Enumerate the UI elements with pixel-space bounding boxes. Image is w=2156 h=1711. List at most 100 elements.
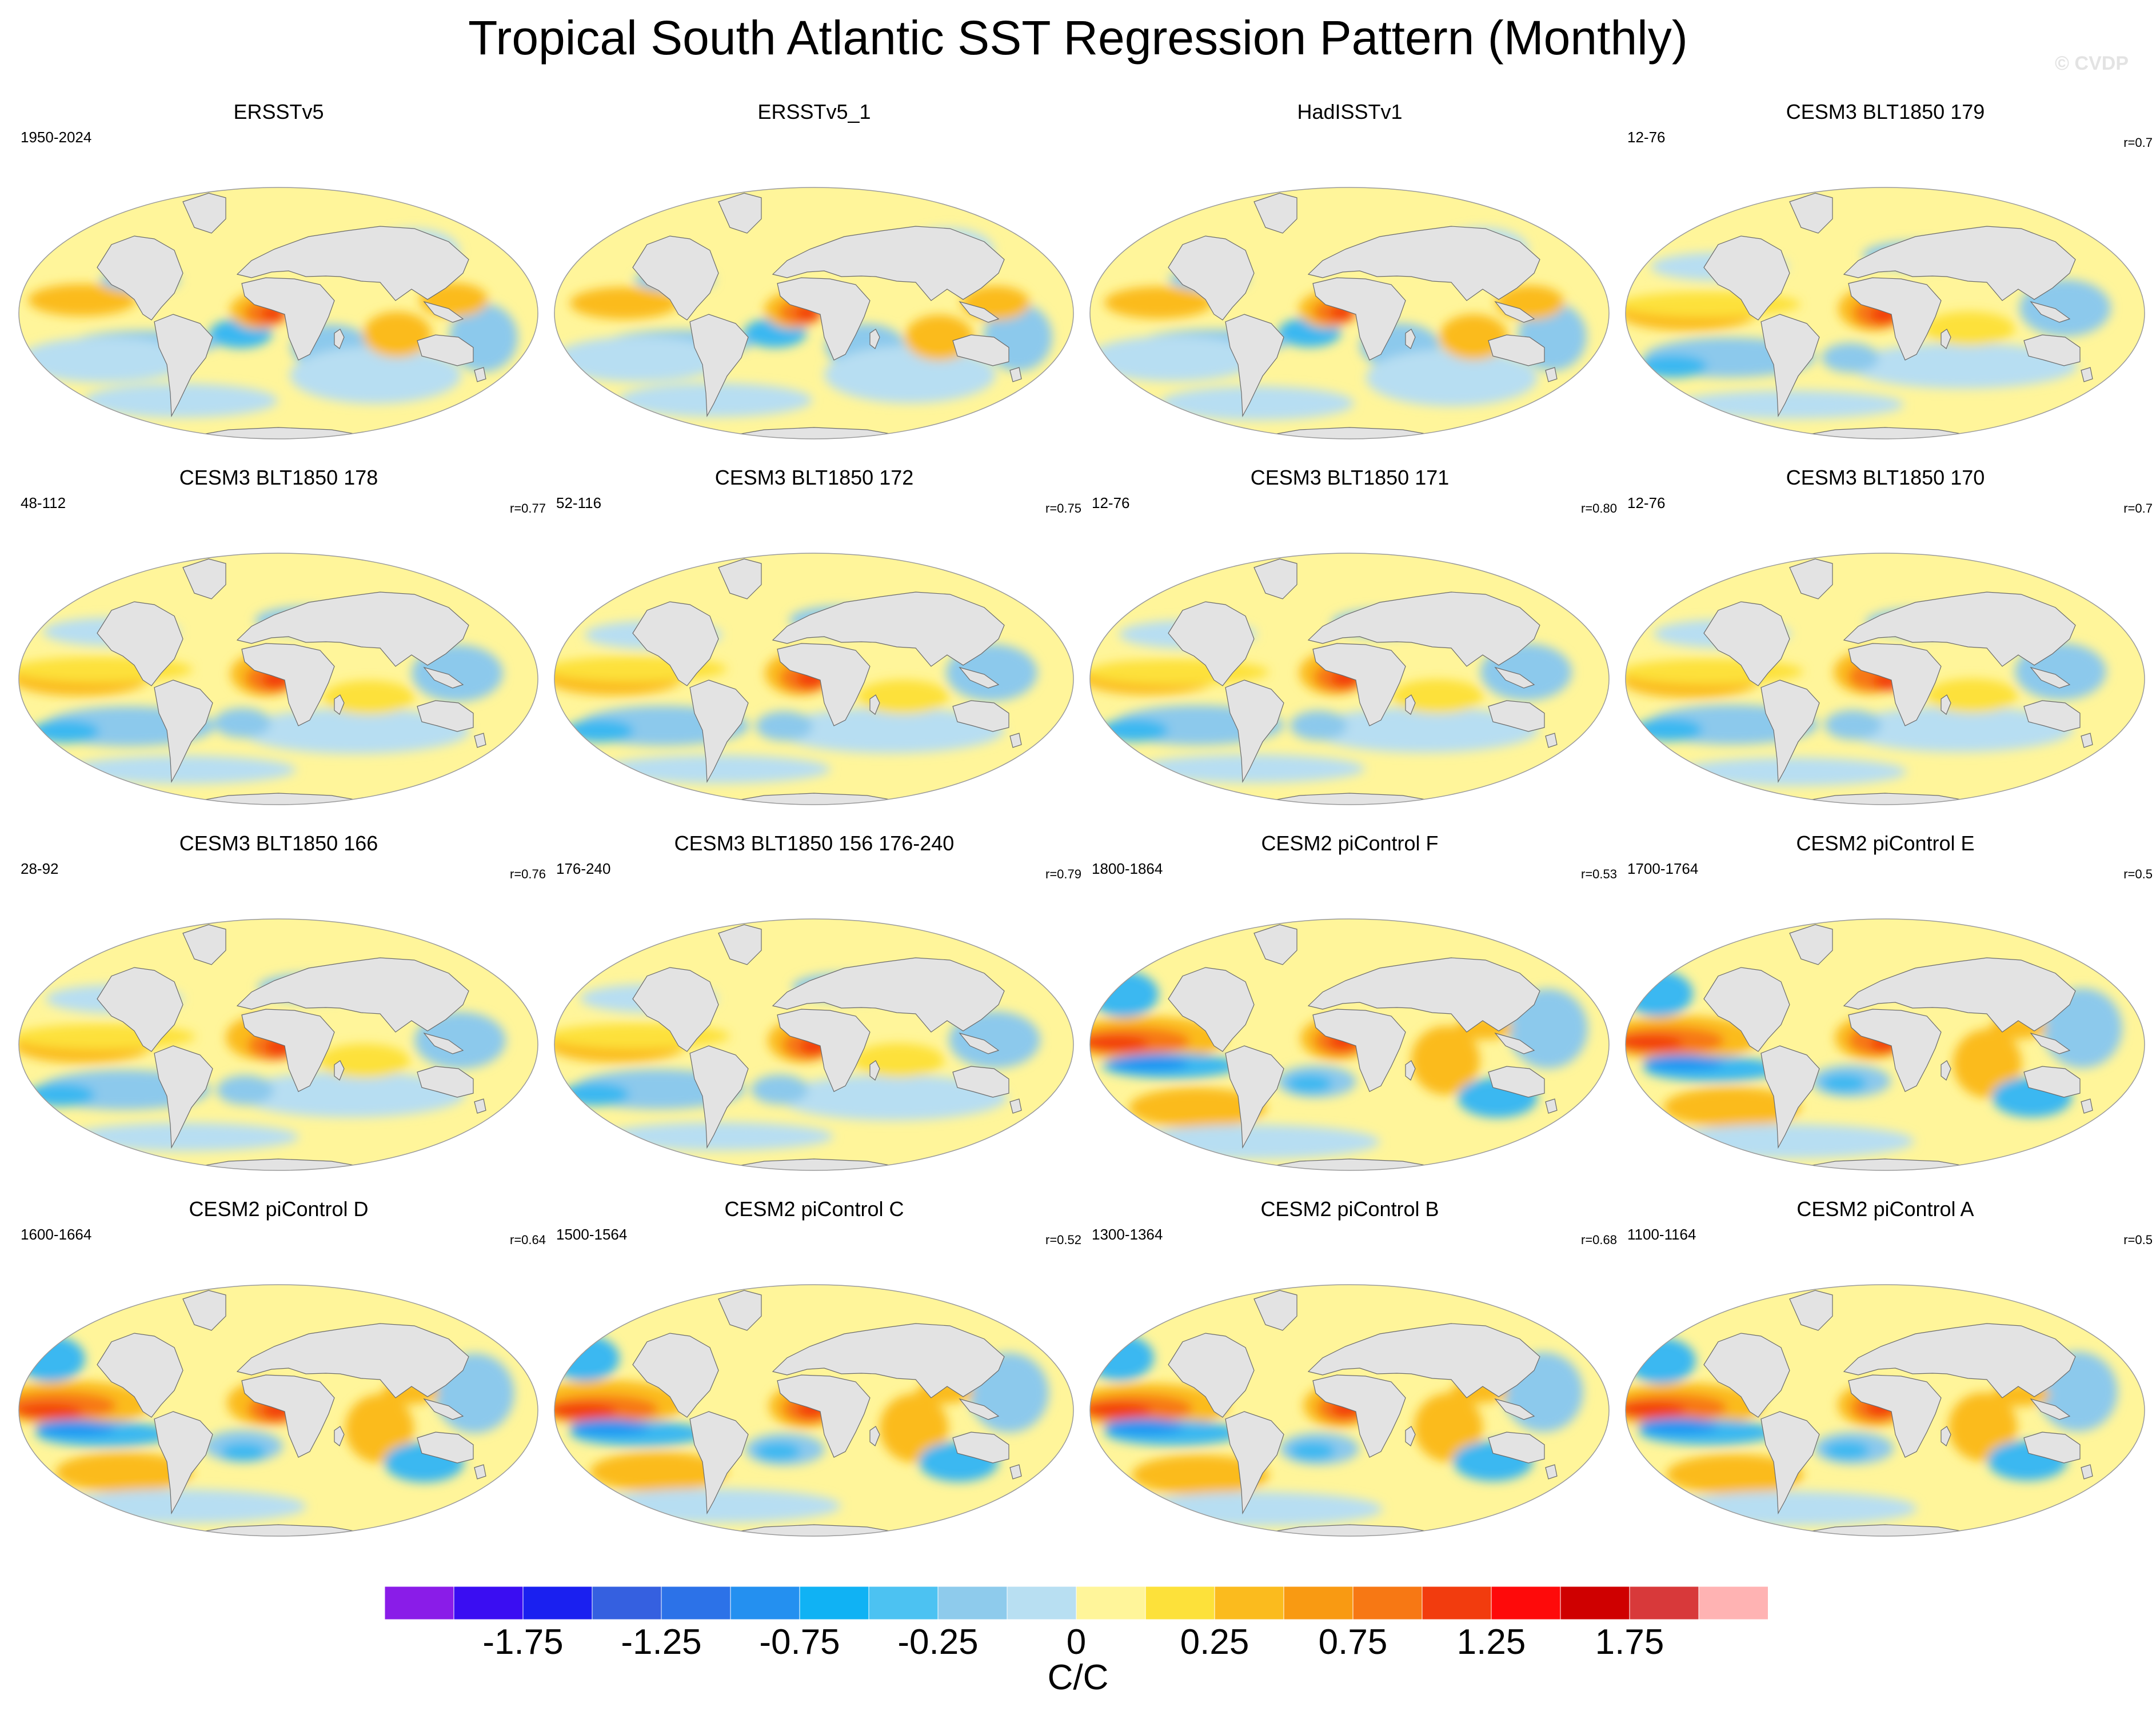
- panel-period: 1100-1164: [1627, 1226, 1696, 1243]
- map-panel: CESM3 BLT1850 179 12-76 r=0.7: [1618, 100, 2153, 454]
- continents: [632, 193, 1022, 439]
- map-outline: [1625, 918, 2145, 1171]
- sst-anomaly-field: [1090, 1334, 1583, 1526]
- continents: [97, 1290, 486, 1536]
- colorbar-swatch: [1007, 1586, 1077, 1620]
- sst-map: [18, 553, 538, 805]
- sst-map: [1625, 187, 2145, 439]
- map-outline: [1625, 553, 2145, 805]
- map-panel: CESM3 BLT1850 171 12-76 r=0.80: [1083, 466, 1617, 820]
- panel-period: 48-112: [21, 494, 66, 511]
- panel-period: 28-92: [21, 860, 59, 877]
- sst-map: [554, 1284, 1074, 1537]
- panel-title: CESM3 BLT1850 178: [179, 466, 378, 489]
- continents: [632, 924, 1022, 1170]
- map-panel: CESM2 piControl A 1100-1164 r=0.5: [1618, 1197, 2153, 1552]
- sst-map: [1625, 1284, 2145, 1537]
- panel-period: 1600-1664: [21, 1226, 92, 1243]
- map-outline: [554, 918, 1074, 1171]
- continents: [1703, 558, 2093, 805]
- map-panel: CESM2 piControl C 1500-1564 r=0.52: [547, 1197, 1081, 1552]
- colorbar-swatch: [1283, 1586, 1354, 1620]
- sst-map: [18, 187, 538, 439]
- colorbar-tick-label: -1.25: [621, 1622, 702, 1662]
- continents: [632, 1290, 1022, 1536]
- map-panel: CESM2 piControl F 1800-1864 r=0.53: [1083, 831, 1617, 1186]
- continents: [97, 558, 486, 805]
- colorbar-swatch: [1076, 1586, 1146, 1620]
- colorbar-swatch: [730, 1586, 800, 1620]
- colorbar-tick-label: -0.25: [897, 1622, 979, 1662]
- panel-title: CESM3 BLT1850 166: [179, 831, 378, 855]
- colorbar-units: C/C: [1047, 1658, 1109, 1697]
- colorbar-swatch: [661, 1586, 731, 1620]
- map-panel: CESM2 piControl E 1700-1764 r=0.5: [1618, 831, 2153, 1186]
- map-outline: [1089, 1284, 1610, 1537]
- panel-period: 176-240: [556, 860, 611, 877]
- map-panel: ERSSTv5 1950-2024: [11, 100, 546, 454]
- panel-period: 1800-1864: [1092, 860, 1163, 877]
- colorbar-swatch: [453, 1586, 524, 1620]
- panel-title: CESM2 piControl F: [1261, 831, 1439, 855]
- continents: [1168, 924, 1558, 1170]
- map-panel: CESM3 BLT1850 170 12-76 r=0.7: [1618, 466, 2153, 820]
- colorbar-swatch: [1214, 1586, 1284, 1620]
- sst-map: [554, 553, 1074, 805]
- panel-title: ERSSTv5: [233, 100, 324, 123]
- panel-title: CESM2 piControl E: [1796, 831, 1975, 855]
- sst-map: [1089, 553, 1610, 805]
- panel-correlation: r=0.64: [510, 1233, 546, 1247]
- panel-title: CESM2 piControl C: [724, 1197, 904, 1221]
- panel-correlation: r=0.52: [1045, 1233, 1081, 1247]
- panel-correlation: r=0.77: [510, 501, 546, 515]
- panel-period: 12-76: [1092, 494, 1130, 511]
- panel-title: CESM2 piControl A: [1796, 1197, 1974, 1221]
- continents: [1168, 193, 1558, 439]
- continents: [1168, 558, 1558, 805]
- panel-correlation: r=0.7: [2123, 135, 2153, 150]
- sst-map: [1625, 918, 2145, 1171]
- colorbar-tick-label: 0.75: [1318, 1622, 1388, 1662]
- colorbar-tick-label: 0: [1066, 1622, 1087, 1662]
- panel-period: 1700-1764: [1627, 860, 1699, 877]
- colorbar-swatch: [385, 1586, 454, 1620]
- figure-title: Tropical South Atlantic SST Regression P…: [468, 11, 1688, 65]
- continents: [1703, 193, 2093, 439]
- map-panel: CESM2 piControl B 1300-1364 r=0.68: [1083, 1197, 1617, 1552]
- sst-anomaly-field: [19, 1336, 514, 1524]
- map-panel: CESM2 piControl D 1600-1664 r=0.64: [11, 1197, 546, 1552]
- panel-correlation: r=0.80: [1581, 501, 1617, 515]
- panel-period: 12-76: [1627, 494, 1666, 511]
- sst-map: [18, 918, 538, 1171]
- sst-map: [18, 1284, 538, 1537]
- colorbar-swatch: [1698, 1586, 1768, 1620]
- sst-map: [554, 918, 1074, 1171]
- sst-map: [1089, 187, 1610, 439]
- map-outline: [18, 1284, 538, 1537]
- colorbar: [385, 1586, 1768, 1620]
- colorbar-tick-label: 1.75: [1595, 1622, 1664, 1662]
- colorbar-swatch: [592, 1586, 662, 1620]
- colorbar-swatch: [522, 1586, 593, 1620]
- colorbar-swatch: [1145, 1586, 1215, 1620]
- colorbar-swatch: [799, 1586, 869, 1620]
- map-panel: ERSSTv5_1: [547, 100, 1081, 454]
- colorbar-tick-label: -0.75: [759, 1622, 840, 1662]
- panel-correlation: r=0.7: [2123, 501, 2153, 515]
- colorbar-swatch: [1422, 1586, 1492, 1620]
- panel-title: CESM3 BLT1850 171: [1250, 466, 1450, 489]
- panel-title: CESM2 piControl B: [1260, 1197, 1439, 1221]
- panel-title: CESM3 BLT1850 170: [1786, 466, 1985, 489]
- colorbar-swatch: [868, 1586, 939, 1620]
- map-panel: CESM3 BLT1850 156 176-240 176-240 r=0.79: [547, 831, 1081, 1186]
- colorbar-swatch: [1352, 1586, 1423, 1620]
- map-panel: CESM3 BLT1850 178 48-112 r=0.77: [11, 466, 546, 820]
- panel-title: CESM3 BLT1850 156 176-240: [674, 831, 955, 855]
- colorbar-tick-label: -1.75: [482, 1622, 564, 1662]
- map-panel: CESM3 BLT1850 166 28-92 r=0.76: [11, 831, 546, 1186]
- panel-title: ERSSTv5_1: [757, 100, 871, 123]
- map-outline: [1089, 918, 1610, 1171]
- continents: [1703, 1290, 2093, 1536]
- sst-map: [1089, 1284, 1610, 1537]
